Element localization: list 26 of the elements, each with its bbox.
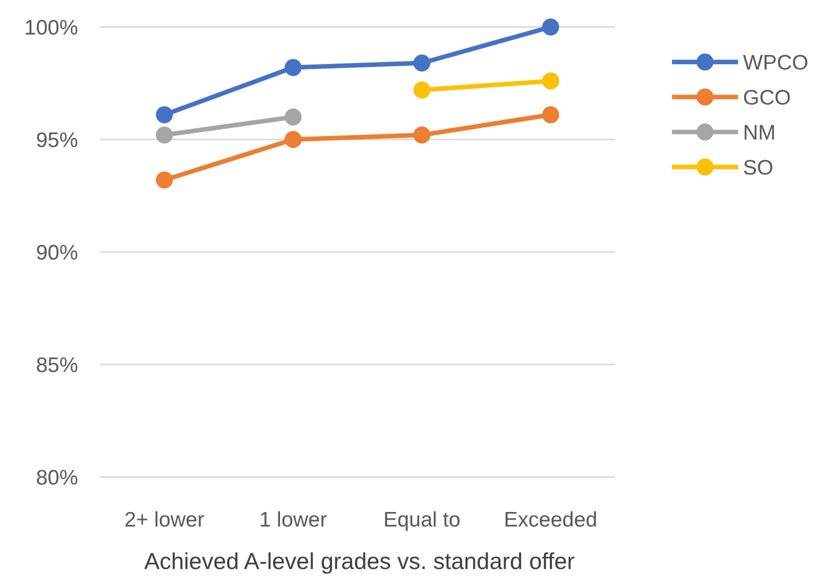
x-tick-label: 2+ lower bbox=[124, 508, 204, 532]
point bbox=[156, 106, 173, 124]
y-tick-label: 100% bbox=[24, 16, 78, 40]
y-tick-label: 90% bbox=[36, 241, 78, 264]
legend-label: SO bbox=[743, 156, 774, 180]
x-tick-label: Equal to bbox=[383, 508, 460, 532]
point bbox=[284, 108, 302, 126]
y-tick-label: 85% bbox=[36, 354, 78, 377]
point bbox=[156, 172, 173, 188]
y-tick-label: 80% bbox=[36, 466, 78, 490]
point bbox=[413, 54, 430, 72]
legend-label: GCO bbox=[743, 86, 791, 110]
point bbox=[542, 18, 560, 36]
point bbox=[413, 82, 430, 98]
point bbox=[413, 126, 430, 144]
x-tick-label: 1 lower bbox=[259, 508, 327, 532]
legend-label: WPCO bbox=[743, 51, 808, 74]
legend-label: NM bbox=[743, 121, 776, 144]
x-axis-title: Achieved A-level grades vs. standard offer bbox=[144, 548, 576, 574]
point bbox=[542, 72, 560, 90]
point bbox=[156, 126, 173, 144]
point bbox=[542, 106, 560, 124]
y-tick-label: 95% bbox=[36, 128, 78, 152]
point bbox=[284, 131, 302, 148]
x-tick-label: Exceeded bbox=[504, 508, 598, 532]
point bbox=[284, 59, 302, 76]
